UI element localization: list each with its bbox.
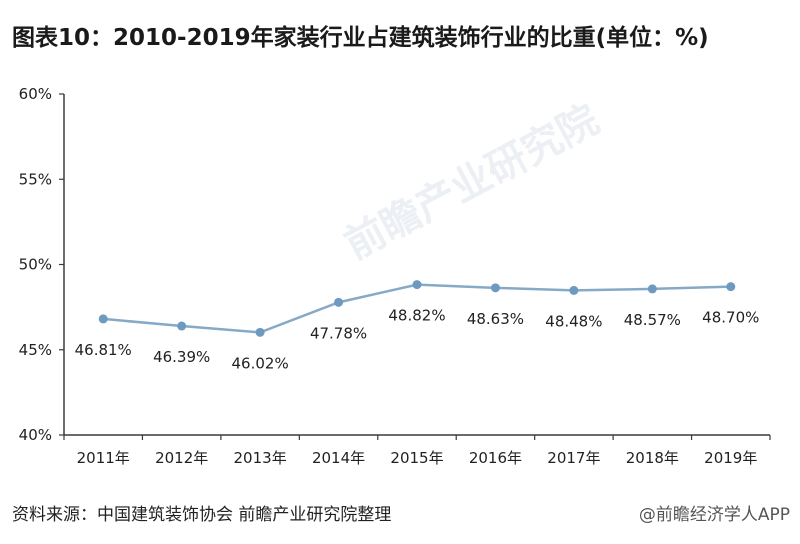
data-point	[647, 284, 657, 294]
data-label: 48.48%	[545, 312, 602, 330]
y-tick-label: 55%	[19, 170, 52, 188]
x-tick-label: 2016年	[469, 449, 522, 467]
y-tick-label: 60%	[19, 85, 52, 103]
x-tick-label: 2013年	[234, 449, 287, 467]
data-label: 48.63%	[467, 310, 524, 328]
data-label: 47.78%	[310, 324, 367, 342]
data-point	[177, 321, 187, 331]
y-tick-label: 40%	[19, 426, 52, 444]
data-label: 48.70%	[702, 309, 759, 327]
data-point	[569, 285, 579, 295]
x-tick-label: 2012年	[155, 449, 208, 467]
x-tick-label: 2018年	[626, 449, 679, 467]
x-tick-label: 2019年	[704, 449, 757, 467]
data-point	[98, 314, 108, 324]
data-label: 48.82%	[388, 307, 445, 325]
data-label: 46.81%	[75, 341, 132, 359]
data-point	[490, 283, 500, 293]
credit-label: @前瞻经济学人APP	[638, 505, 790, 525]
x-tick-label: 2014年	[312, 449, 365, 467]
data-label: 46.39%	[153, 348, 210, 366]
data-point	[334, 297, 344, 307]
x-tick-label: 2011年	[77, 449, 130, 467]
source-note: 资料来源：中国建筑装饰协会 前瞻产业研究院整理	[12, 505, 392, 525]
data-point	[726, 282, 736, 292]
x-tick-label: 2017年	[547, 449, 600, 467]
data-label: 48.57%	[624, 311, 681, 329]
data-point	[412, 280, 422, 290]
data-label: 46.02%	[232, 354, 289, 372]
x-tick-label: 2015年	[390, 449, 443, 467]
y-tick-label: 50%	[19, 256, 52, 274]
y-tick-label: 45%	[19, 341, 52, 359]
chart-title: 图表10：2010-2019年家装行业占建筑装饰行业的比重(单位：%)	[12, 25, 709, 51]
data-point	[255, 327, 265, 337]
